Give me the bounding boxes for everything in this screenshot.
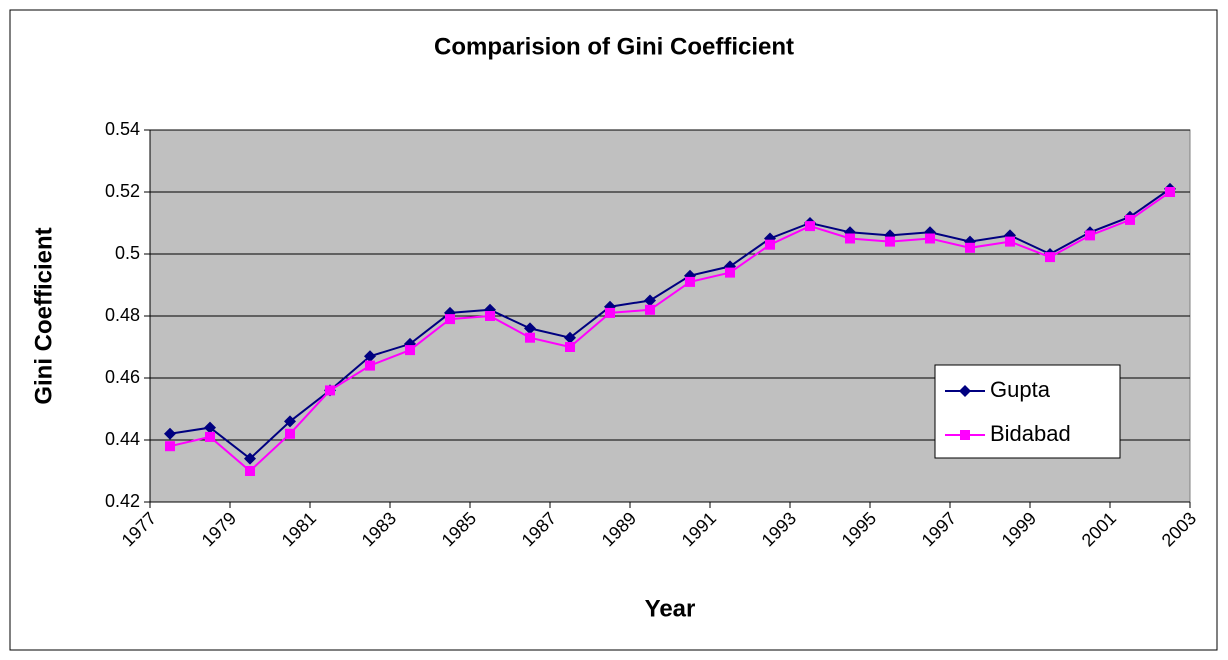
series-line <box>169 191 1171 473</box>
data-point <box>205 431 215 442</box>
data-point <box>565 342 575 352</box>
data-point <box>364 350 376 363</box>
data-point <box>605 307 615 318</box>
data-point <box>1005 236 1015 247</box>
y-tick-label: 0.48 <box>105 305 140 325</box>
y-tick-label: 0.46 <box>105 367 140 387</box>
y-tick-label: 0.42 <box>105 491 140 511</box>
data-point <box>164 427 176 440</box>
data-point <box>165 441 175 452</box>
data-point <box>645 304 655 315</box>
data-point <box>885 236 895 247</box>
data-point <box>805 221 815 232</box>
chart-title: Comparision of Gini Coefficient <box>434 33 794 60</box>
data-point <box>965 242 975 253</box>
data-point <box>564 331 576 344</box>
data-point <box>365 360 375 371</box>
data-point <box>284 415 296 428</box>
data-point <box>1085 230 1095 241</box>
legend-box <box>934 364 1121 459</box>
legend-marker <box>959 385 971 397</box>
legend-label: Bidabad <box>990 421 1071 446</box>
data-point <box>285 428 295 439</box>
data-point <box>245 466 255 476</box>
data-point <box>524 322 536 335</box>
data-point <box>244 452 256 465</box>
data-point <box>405 345 415 356</box>
legend-label: Gupta <box>990 377 1051 402</box>
series-line <box>169 188 1171 460</box>
data-point <box>1045 252 1055 263</box>
data-point <box>925 233 935 244</box>
y-tick-label: 0.5 <box>115 243 140 263</box>
data-point <box>204 421 216 434</box>
y-tick-label: 0.44 <box>105 429 140 449</box>
y-tick-label: 0.54 <box>105 119 140 139</box>
data-point <box>725 267 735 278</box>
y-tick-label: 0.52 <box>105 181 140 201</box>
data-point <box>845 233 855 244</box>
data-point <box>1125 214 1135 225</box>
data-point <box>685 276 695 287</box>
x-axis-label: Year <box>645 595 696 622</box>
data-point <box>485 311 495 321</box>
data-point <box>1165 187 1175 197</box>
y-axis-label: Gini Coefficient <box>30 227 57 404</box>
data-point <box>644 294 656 307</box>
data-point <box>445 314 455 325</box>
data-point <box>525 332 535 343</box>
data-point <box>325 385 335 396</box>
legend-marker <box>960 430 970 440</box>
data-point <box>765 239 775 250</box>
